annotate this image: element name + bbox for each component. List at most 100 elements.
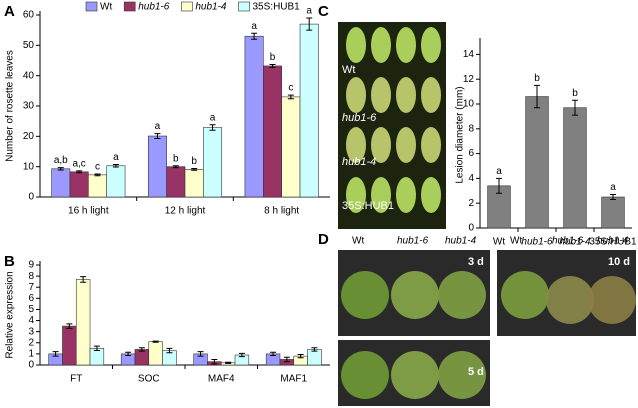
leaf xyxy=(346,177,366,213)
plant xyxy=(438,351,486,399)
y-axis-label: Relative expression xyxy=(5,271,16,358)
leaf xyxy=(371,77,391,113)
y-tick-label: 2 xyxy=(468,198,474,209)
x-tick-label: Wt xyxy=(493,237,505,248)
error-bar xyxy=(80,276,87,283)
bar xyxy=(262,65,282,198)
bar xyxy=(563,107,587,229)
error-bar xyxy=(534,84,540,109)
plant xyxy=(391,271,439,319)
y-tick-label: 7 xyxy=(28,282,34,293)
leaf xyxy=(396,27,416,63)
legend-label: hub1-4 xyxy=(195,2,227,13)
error-bar xyxy=(287,94,294,100)
y-tick-label: 4 xyxy=(468,173,474,184)
error-bar xyxy=(306,17,313,31)
legend-label: Wt xyxy=(100,2,112,13)
y-tick-label: 8 xyxy=(28,271,34,282)
legend-swatch xyxy=(85,1,98,12)
significance-letter: a xyxy=(610,182,616,193)
y-tick-label: 0 xyxy=(28,192,34,203)
error-bar xyxy=(191,167,198,171)
bar xyxy=(203,127,223,198)
x-tick-label: 12 h light xyxy=(165,206,206,217)
significance-letter: a xyxy=(155,121,161,132)
leaf xyxy=(396,77,416,113)
legend-label: 35S:HUB1 xyxy=(253,2,301,13)
y-axis-label: Lesion diameter (mm) xyxy=(455,86,466,183)
x-tick-label: 16 h light xyxy=(68,206,109,217)
photo-caption: Wt xyxy=(352,236,364,247)
bar xyxy=(51,168,71,198)
plant xyxy=(341,271,389,319)
y-tick-label: 6 xyxy=(468,148,474,159)
error-bar xyxy=(172,165,179,169)
error-bar xyxy=(496,177,502,194)
bar xyxy=(184,169,204,198)
leaf xyxy=(396,127,416,163)
panel-letter: A xyxy=(4,3,15,20)
photo-caption: hub1-4 xyxy=(597,236,629,247)
error-bar xyxy=(154,133,161,139)
error-bar xyxy=(76,170,83,174)
y-tick-label: 40 xyxy=(23,70,35,81)
x-tick-label: 35S:HUB1 xyxy=(589,237,637,248)
photo-label: 35S:HUB1 xyxy=(342,200,394,212)
leaf xyxy=(371,127,391,163)
photo-label: hub1-4 xyxy=(342,156,376,168)
error-bar xyxy=(283,356,290,363)
y-tick-label: 10 xyxy=(463,99,475,110)
bar xyxy=(69,171,89,198)
y-tick-label: 20 xyxy=(23,131,35,142)
y-tick-label: 12 xyxy=(463,74,475,85)
error-bar xyxy=(52,351,59,357)
photo-label: 3 d xyxy=(468,256,484,268)
bar xyxy=(134,349,150,366)
leaf xyxy=(421,27,441,63)
plant xyxy=(438,271,486,319)
bar xyxy=(62,325,77,366)
significance-letter: b xyxy=(270,52,276,63)
y-tick-label: 9 xyxy=(28,260,34,271)
significance-letter: b xyxy=(191,156,197,167)
error-bar xyxy=(57,167,64,171)
leaf xyxy=(346,77,366,113)
bar xyxy=(307,349,322,366)
error-bar xyxy=(238,352,245,358)
error-bar xyxy=(93,345,100,352)
error-bar xyxy=(610,194,616,200)
y-tick-label: 5 xyxy=(28,304,34,315)
error-bar xyxy=(94,173,101,177)
y-tick-label: 6 xyxy=(28,293,34,304)
legend-swatch xyxy=(123,1,136,12)
legend-swatch xyxy=(238,1,250,12)
error-bar xyxy=(125,351,132,357)
bar xyxy=(88,174,108,198)
panel-letter: B xyxy=(4,253,15,270)
x-tick-label: MAF1 xyxy=(280,374,307,385)
significance-letter: a xyxy=(251,21,257,32)
y-tick-label: 50 xyxy=(23,40,35,51)
x-tick-label: 8 h light xyxy=(264,206,299,217)
x-tick-label: FT xyxy=(70,374,82,385)
bar xyxy=(601,196,625,229)
bar xyxy=(299,23,319,198)
error-bar xyxy=(297,353,304,359)
significance-letter: a xyxy=(306,6,312,17)
y-tick-label: 8 xyxy=(468,123,474,134)
photo-caption: hub1-4 xyxy=(445,236,477,247)
y-axis-label: Number of rosette leaves xyxy=(5,50,16,162)
error-bar xyxy=(138,347,145,352)
x-tick-label: hub1-6 xyxy=(521,237,553,248)
y-tick-label: 30 xyxy=(23,101,35,112)
error-bar xyxy=(572,99,578,116)
x-tick-label: SOC xyxy=(138,374,160,385)
bar xyxy=(106,165,126,198)
leaves xyxy=(346,27,441,213)
y-tick-label: 60 xyxy=(23,10,35,21)
plants xyxy=(341,271,636,399)
error-bar xyxy=(225,361,232,364)
photo-label: 10 d xyxy=(608,256,630,268)
y-tick-label: 0 xyxy=(468,223,474,234)
leaf xyxy=(421,127,441,163)
